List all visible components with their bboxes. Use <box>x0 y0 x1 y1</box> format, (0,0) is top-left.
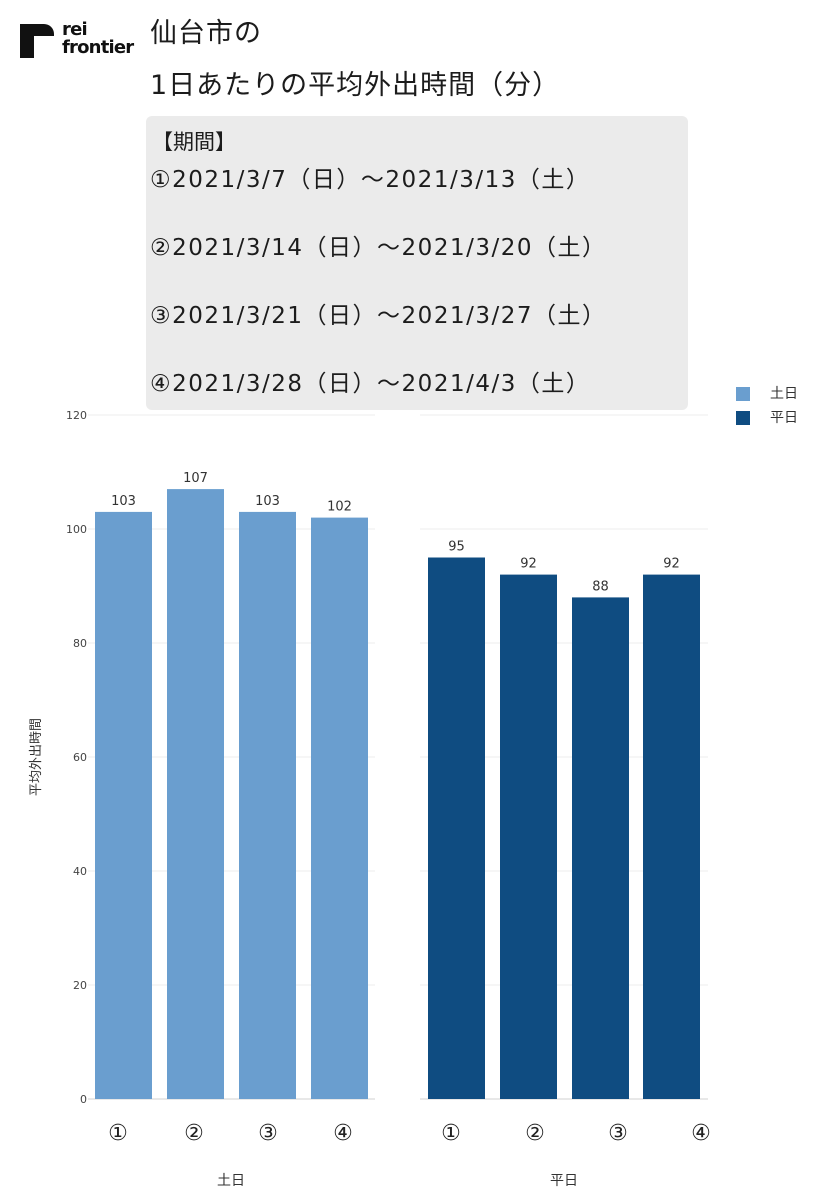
brand-logo: rei frontier <box>20 19 140 62</box>
x-category-label: ④ <box>691 1121 711 1146</box>
facet-label: 土日 <box>217 1173 245 1189</box>
y-tick-label: 120 <box>66 409 87 422</box>
bar-value-label: 103 <box>255 494 280 509</box>
bar <box>500 574 557 1099</box>
bar-value-label: 88 <box>592 579 609 594</box>
y-tick-label: 40 <box>73 865 87 878</box>
period-line-4: ④2021/3/28（日）～2021/4/3（土） <box>150 371 591 397</box>
period-line-2: ②2021/3/14（日）～2021/3/20（土） <box>150 235 607 261</box>
legend-item-weekend: 土日 <box>736 384 806 408</box>
x-category-label: ② <box>525 1121 545 1146</box>
bar <box>95 511 152 1099</box>
legend-swatch-weekend <box>736 387 750 401</box>
x-category-label: ③ <box>258 1121 278 1146</box>
title-line-2: 1日あたりの平均外出時間（分） <box>150 70 561 101</box>
bar-value-label: 107 <box>183 471 208 486</box>
y-tick-label: 0 <box>80 1093 87 1106</box>
period-heading: 【期間】 <box>152 130 236 154</box>
period-info-box: 【期間】 ①2021/3/7（日）～2021/3/13（土） ②2021/3/1… <box>146 116 688 410</box>
bar-value-label: 102 <box>327 500 352 515</box>
bar <box>572 597 629 1099</box>
chart-legend: 土日 平日 <box>736 384 806 432</box>
page-title: 仙台市の 1日あたりの平均外出時間（分） <box>150 8 560 112</box>
y-tick-label: 80 <box>73 637 87 650</box>
logo-line-2: frontier <box>62 37 134 58</box>
x-category-label: ② <box>184 1121 204 1146</box>
facet-label: 平日 <box>550 1173 578 1189</box>
legend-swatch-weekday <box>736 411 750 425</box>
logo-mark-icon <box>20 24 54 58</box>
bar-value-label: 92 <box>663 557 680 572</box>
legend-item-weekday: 平日 <box>736 408 806 432</box>
bar <box>643 574 700 1099</box>
bar-value-label: 95 <box>448 540 465 555</box>
x-category-label: ③ <box>608 1121 628 1146</box>
bar-value-label: 92 <box>520 557 537 572</box>
logo-text: rei frontier <box>62 19 134 58</box>
bar <box>167 489 224 1100</box>
y-tick-label: 60 <box>73 751 87 764</box>
bar <box>239 511 296 1099</box>
bar <box>428 557 485 1099</box>
y-tick-label: 20 <box>73 979 87 992</box>
period-line-1: ①2021/3/7（日）～2021/3/13（土） <box>150 167 591 193</box>
x-category-label: ① <box>108 1121 128 1146</box>
period-line-3: ③2021/3/21（日）～2021/3/27（土） <box>150 303 607 329</box>
title-line-1: 仙台市の <box>150 18 262 49</box>
y-axis-title: 平均外出時間 <box>29 718 44 796</box>
y-tick-label: 100 <box>66 523 87 536</box>
legend-label-weekend: 土日 <box>770 386 798 402</box>
legend-label-weekday: 平日 <box>770 410 798 426</box>
x-category-label: ① <box>441 1121 461 1146</box>
bar <box>311 517 368 1099</box>
logo-line-1: rei <box>62 19 88 40</box>
x-category-label: ④ <box>333 1121 353 1146</box>
bar-value-label: 103 <box>111 494 136 509</box>
